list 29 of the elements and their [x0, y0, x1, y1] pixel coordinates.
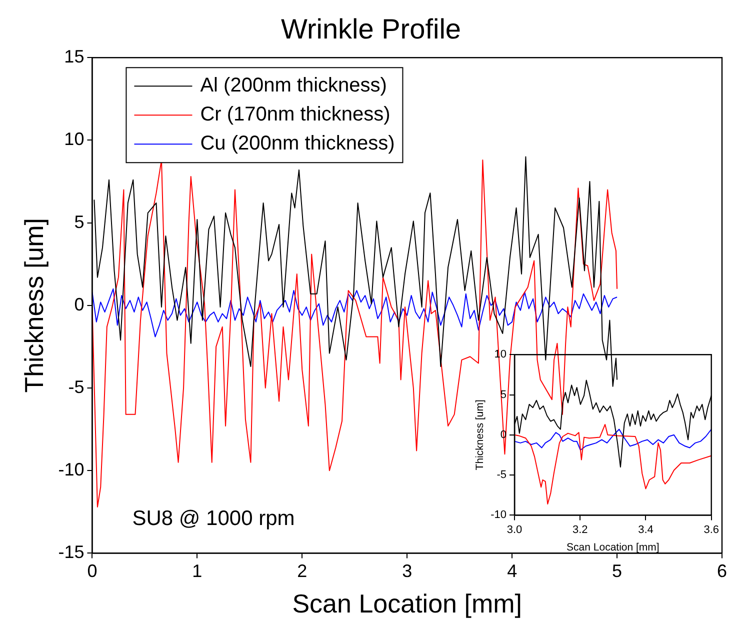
x-tick-label: 6	[716, 560, 727, 581]
x-tick-label: 0	[87, 560, 98, 581]
y-tick-label: -10	[490, 509, 506, 522]
x-axis-title: Scan Location [mm]	[566, 542, 660, 554]
legend-label: Cu (200nm thickness)	[200, 132, 395, 155]
x-tick-label: 3	[402, 560, 412, 581]
x-axis-title: Scan Location [mm]	[292, 588, 522, 619]
y-tick-label: -5	[496, 469, 506, 482]
legend-label: Al (200nm thickness)	[200, 74, 387, 97]
x-tick-label: 5	[612, 560, 622, 581]
legend-label: Cr (170nm thickness)	[200, 104, 390, 126]
x-tick-label: 3.2	[572, 524, 588, 536]
y-tick-label: -10	[58, 460, 84, 480]
annotation: SU8 @ 1000 rpm	[132, 507, 295, 530]
x-tick-label: 3.4	[638, 524, 654, 536]
x-tick-label: 3.6	[704, 524, 720, 536]
y-tick-label: 5	[74, 212, 84, 232]
chart-title: Wrinkle Profile	[281, 14, 461, 45]
y-axis-title: Thickness [um]	[18, 218, 49, 393]
y-axis-title: Thickness [um]	[474, 400, 486, 470]
y-tick-label: -15	[58, 542, 84, 562]
y-tick-label: 15	[64, 46, 84, 67]
y-tick-label: 10	[64, 129, 84, 150]
x-tick-label: 1	[192, 560, 202, 581]
x-tick-label: 2	[297, 560, 308, 581]
x-tick-label: 4	[507, 560, 518, 581]
y-tick-label: -5	[68, 376, 84, 397]
y-tick-label: 0	[74, 294, 84, 314]
x-tick-label: 3.0	[506, 524, 522, 536]
